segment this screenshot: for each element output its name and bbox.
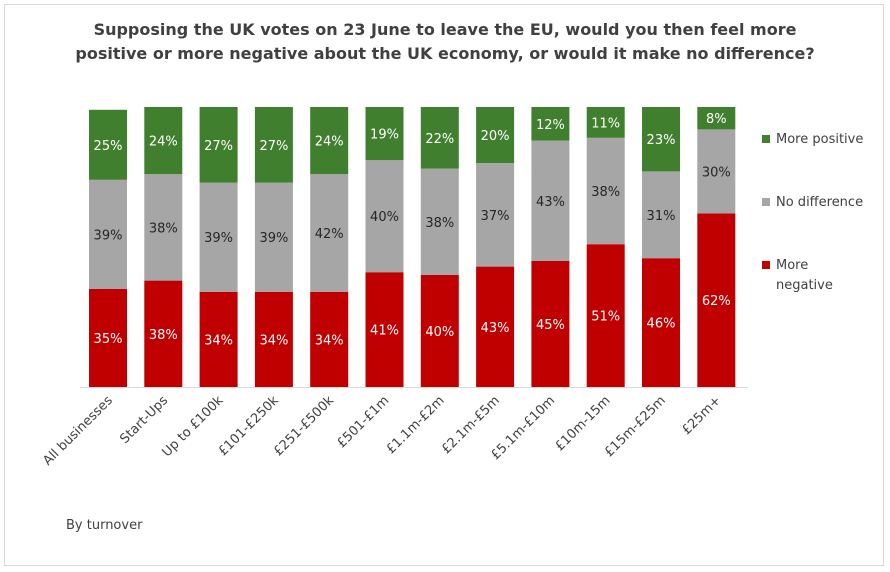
category-tick-label: Start-Ups <box>117 393 171 447</box>
legend-swatch <box>762 135 770 143</box>
data-label: 27% <box>204 139 233 154</box>
bar-segment <box>310 291 349 387</box>
bar-segment <box>531 107 570 141</box>
data-label: 37% <box>481 209 510 224</box>
data-label: 41% <box>370 324 399 339</box>
bar-segment <box>199 107 238 183</box>
bar-segment <box>144 174 183 281</box>
bar-segment <box>254 182 293 292</box>
data-label: 19% <box>370 128 399 143</box>
data-label: 34% <box>204 333 233 348</box>
bar-segment <box>697 107 736 130</box>
data-label: 34% <box>259 333 288 348</box>
bar-segment <box>697 129 736 214</box>
data-label: 40% <box>370 210 399 225</box>
data-label: 39% <box>259 231 288 246</box>
bar-segment <box>89 109 127 180</box>
bar-segment <box>586 137 625 245</box>
data-label: 45% <box>536 318 565 333</box>
chart-footnote: By turnover <box>66 518 143 533</box>
data-label: 34% <box>315 333 344 348</box>
bar-segment <box>531 140 570 261</box>
bar-segment <box>697 213 736 387</box>
data-label: 38% <box>591 185 620 200</box>
bar-segment <box>199 182 238 292</box>
data-label: 39% <box>94 228 123 243</box>
bar-segment <box>420 168 459 275</box>
category-tick-label: £501-£1m <box>334 393 392 451</box>
data-label: 20% <box>481 129 510 144</box>
category-tick-label: £1.1m-£2m <box>384 393 448 457</box>
category-tick-label: £251-£500k <box>271 393 337 459</box>
bar-segment <box>420 275 459 387</box>
data-label: 22% <box>425 132 454 147</box>
bar-segment <box>420 107 459 169</box>
category-tick-label: £25m+ <box>679 393 724 438</box>
data-label: 39% <box>204 231 233 246</box>
bar-segment <box>476 163 515 267</box>
category-tick-label: All businesses <box>40 393 116 469</box>
data-label: 38% <box>425 216 454 231</box>
data-label: 43% <box>481 321 510 336</box>
bar-segment <box>586 107 625 138</box>
bar-segment <box>642 258 680 387</box>
bar-segment <box>144 107 183 175</box>
data-label: 38% <box>149 328 178 343</box>
bar-segment <box>531 261 570 387</box>
data-label: 62% <box>702 294 731 309</box>
bar-segment <box>89 179 127 289</box>
data-label: 43% <box>536 195 565 210</box>
bar-segment <box>476 266 515 387</box>
legend-label: negative <box>776 278 833 293</box>
data-label: 51% <box>591 310 620 325</box>
data-label: 27% <box>259 139 288 154</box>
data-label: 24% <box>315 135 344 150</box>
legend-label: More positive <box>776 132 863 147</box>
bar-segment <box>586 244 625 387</box>
bar-segment <box>365 272 404 387</box>
bar-segment <box>642 107 680 172</box>
bar-segment <box>254 291 293 387</box>
bar-segment <box>199 291 238 387</box>
legend-label: More <box>776 258 808 273</box>
legend-label: No difference <box>776 195 863 210</box>
data-label: 46% <box>647 317 676 332</box>
bar-segment <box>365 107 404 161</box>
data-label: 40% <box>425 325 454 340</box>
data-label: 30% <box>702 165 731 180</box>
data-label: 11% <box>591 116 620 131</box>
bar-segment <box>144 280 183 387</box>
category-tick-label: £10m-15m <box>552 393 613 454</box>
data-label: 23% <box>647 133 676 148</box>
bar-segment <box>476 107 515 163</box>
data-label: 25% <box>94 139 123 154</box>
legend-swatch <box>762 261 770 269</box>
data-label: 12% <box>536 118 565 133</box>
bar-segment <box>642 171 680 259</box>
bar-segment <box>365 160 404 273</box>
data-label: 8% <box>706 112 727 127</box>
data-label: 35% <box>94 332 123 347</box>
bar-segment <box>310 174 349 292</box>
chart-title: Supposing the UK votes on 23 June to lea… <box>75 20 815 63</box>
bar-segment <box>254 107 293 183</box>
data-label: 24% <box>149 135 178 150</box>
bar-segment <box>310 107 349 175</box>
data-label: 38% <box>149 221 178 236</box>
data-label: 31% <box>647 209 676 224</box>
legend-swatch <box>762 198 770 206</box>
data-label: 42% <box>315 227 344 242</box>
bar-segment <box>89 289 127 387</box>
